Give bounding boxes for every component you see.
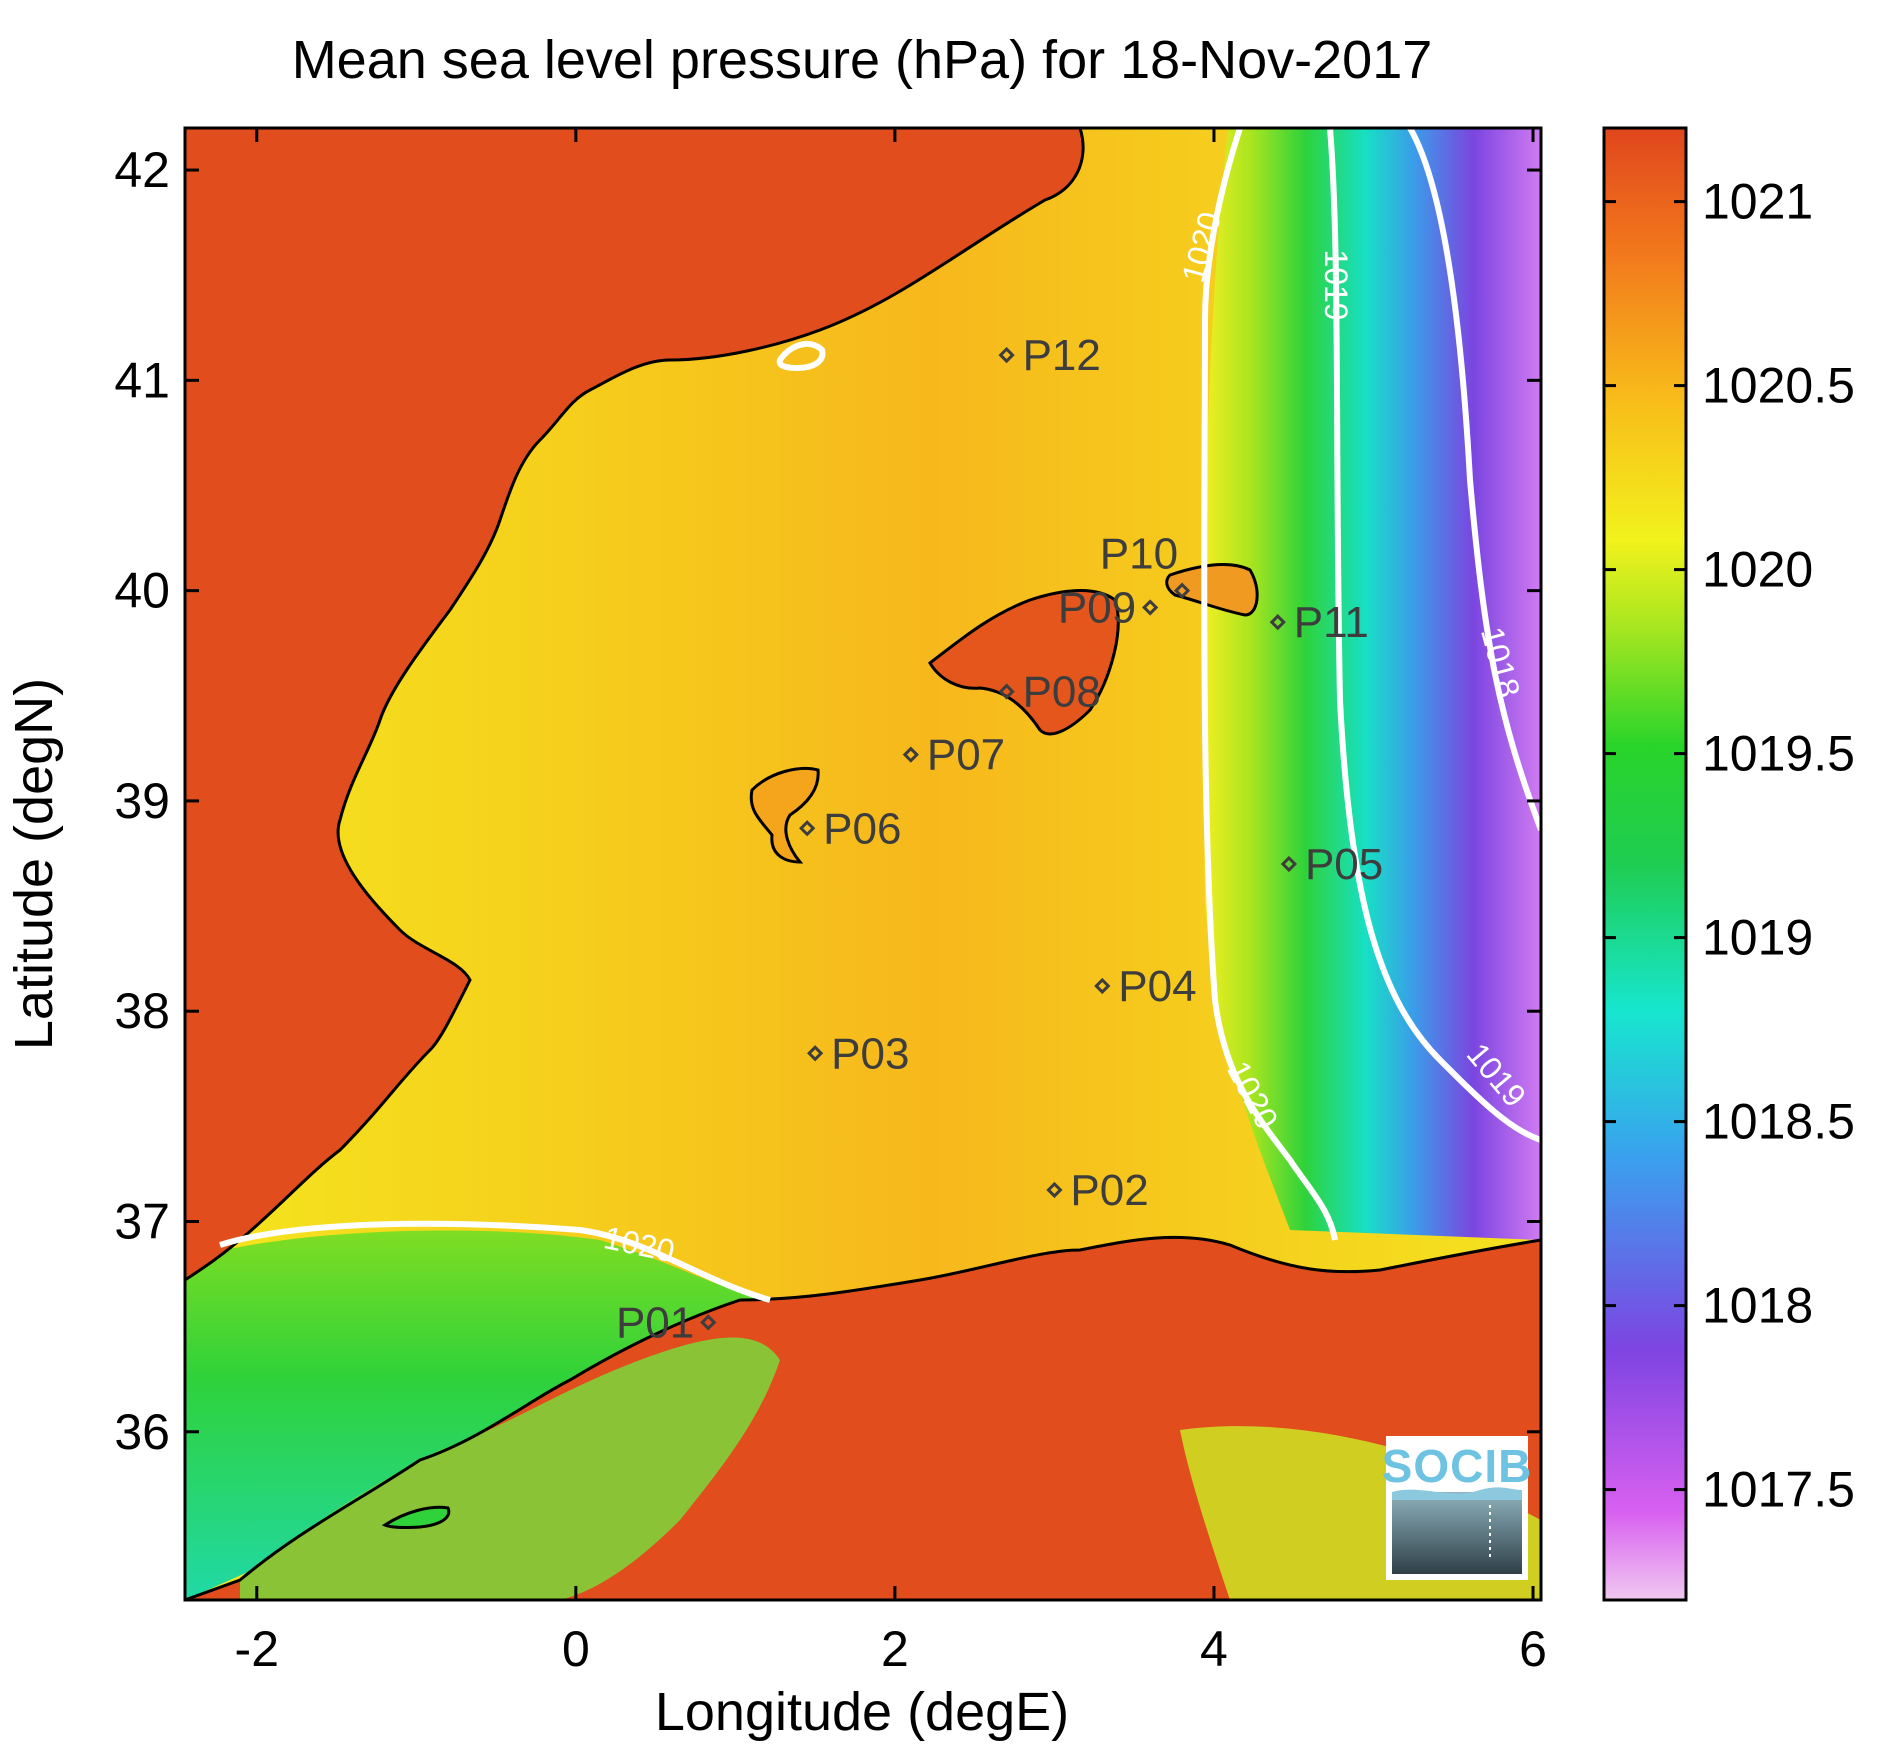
colorbar-tick-label: 1020.5 [1702, 358, 1855, 414]
station-label-p01: P01 [616, 1298, 694, 1347]
station-marker-p02 [1046, 1181, 1063, 1199]
map-plot-area: 1020 1019 1018 1019 1020 1020 P01P02P03P… [185, 128, 1541, 1600]
station-label-p04: P04 [1118, 962, 1196, 1011]
station-label-p12: P12 [1023, 331, 1101, 380]
station-label-p06: P06 [823, 804, 901, 853]
africa-coastline [185, 1235, 1541, 1600]
colorbar-tick-label: 1018.5 [1702, 1094, 1855, 1150]
station-label-p03: P03 [831, 1029, 909, 1078]
station-marker-p04 [1094, 977, 1111, 995]
x-tick-label: 2 [881, 1621, 909, 1677]
eastern-low-pressure-region [1203, 128, 1541, 1240]
mallorca-island [928, 589, 1120, 736]
station-label-p07: P07 [927, 731, 1005, 780]
y-tick-label: 37 [114, 1193, 170, 1249]
x-tick-label: 6 [1519, 1621, 1547, 1677]
contour-1019-east [1327, 128, 1541, 1143]
station-label-p05: P05 [1305, 840, 1383, 889]
station-marker-p11 [1269, 614, 1286, 631]
station-label-p08: P08 [1023, 668, 1101, 717]
station-marker-p05 [1280, 855, 1298, 873]
station-marker-p08 [998, 683, 1015, 700]
colorbar-tick-label: 1021 [1702, 174, 1813, 230]
map-title: Mean sea level pressure (hPa) for 18-Nov… [292, 30, 1433, 90]
alboran-island [381, 1505, 451, 1530]
x-tick-label: -2 [235, 1621, 279, 1677]
x-tick-label: 4 [1200, 1621, 1228, 1677]
station-marker-p07 [902, 746, 919, 763]
x-tick-label: 0 [562, 1621, 590, 1677]
station-marker-p10 [1173, 582, 1191, 599]
y-tick-label: 40 [114, 563, 170, 619]
y-tick-label: 36 [114, 1404, 170, 1460]
colorbar-gradient [1602, 126, 1688, 1602]
station-label-p09: P09 [1058, 583, 1136, 632]
iberia-coastline [185, 128, 1085, 1282]
isobar-contours [219, 128, 1541, 1303]
y-tick-label: 39 [114, 773, 170, 829]
y-axis-ticks: 36 37 38 39 40 41 42 [114, 142, 1541, 1460]
colorbar: 1017.5 1018 1018.5 1019 1019.5 1020 1020.5 1021 [1602, 126, 1855, 1602]
station-marker-p01 [700, 1314, 717, 1331]
station-label-p02: P02 [1070, 1166, 1148, 1215]
ibiza-island [749, 766, 820, 864]
contour-label-1019-north: 1019 [1318, 249, 1354, 320]
menorca-island [1165, 563, 1259, 617]
y-axis-label: Latitude (degN) [4, 678, 64, 1050]
y-tick-label: 38 [114, 983, 170, 1039]
colorbar-tick-label: 1019 [1702, 910, 1813, 966]
station-marker-p03 [807, 1045, 824, 1062]
plot-frame [183, 126, 1543, 1602]
contour-1020-south [219, 1220, 771, 1303]
colorbar-tick-label: 1019.5 [1702, 726, 1855, 782]
colorbar-tick-label: 1017.5 [1702, 1462, 1855, 1518]
station-marker-p09 [1142, 599, 1159, 616]
contour-1018-east [1407, 128, 1541, 832]
socib-logo-text: SOCIB [1382, 1440, 1533, 1492]
iberia-land [185, 128, 1084, 1280]
station-marker-p06 [799, 820, 816, 837]
colorbar-tick-label: 1018 [1702, 1278, 1813, 1334]
colorbar-ticks: 1017.5 1018 1018.5 1019 1019.5 1020 1020.5 1021 [1604, 174, 1855, 1518]
alboran-low-pressure-region [185, 1230, 770, 1600]
station-label-p11: P11 [1294, 598, 1369, 647]
socib-logo: SOCIB [1382, 1436, 1533, 1580]
station-label-p10: P10 [1100, 530, 1178, 579]
contour-1020-ring [776, 340, 826, 372]
station-marker-p12 [998, 346, 1015, 364]
colorbar-tick-label: 1020 [1702, 542, 1813, 598]
x-axis-ticks: -2 0 2 4 6 [235, 128, 1547, 1677]
contour-1020-east [1201, 128, 1338, 1241]
x-axis-label: Longitude (degE) [655, 1682, 1069, 1742]
y-tick-label: 42 [114, 142, 170, 198]
y-tick-label: 41 [114, 352, 170, 408]
africa-green-patch [240, 1337, 780, 1600]
